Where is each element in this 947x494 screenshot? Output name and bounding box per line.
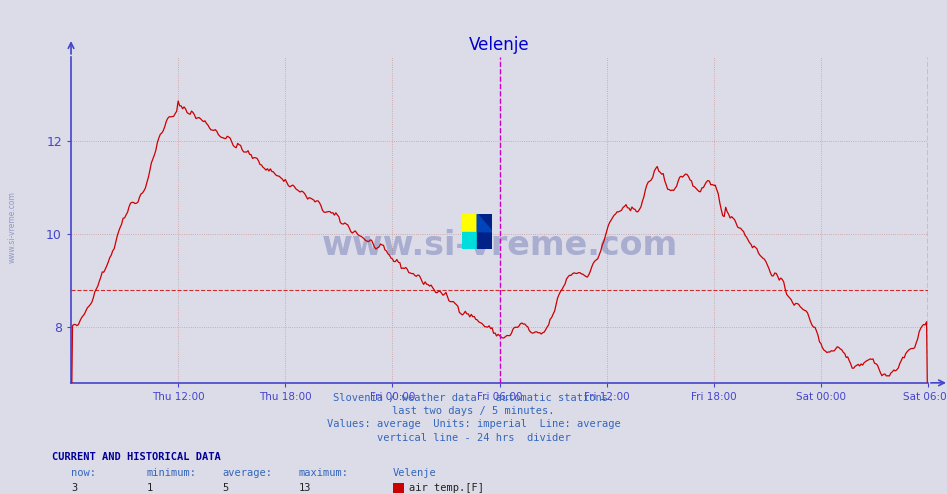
Text: 3: 3: [71, 483, 78, 493]
Polygon shape: [477, 214, 492, 232]
Polygon shape: [477, 214, 492, 249]
Title: Velenje: Velenje: [469, 36, 530, 54]
Text: 5: 5: [223, 483, 229, 493]
Text: CURRENT AND HISTORICAL DATA: CURRENT AND HISTORICAL DATA: [52, 453, 221, 462]
Text: www.si-vreme.com: www.si-vreme.com: [321, 229, 678, 262]
Text: vertical line - 24 hrs  divider: vertical line - 24 hrs divider: [377, 433, 570, 443]
Text: air temp.[F]: air temp.[F]: [409, 483, 484, 493]
Text: now:: now:: [71, 468, 96, 478]
Text: maximum:: maximum:: [298, 468, 348, 478]
Text: minimum:: minimum:: [147, 468, 197, 478]
Text: last two days / 5 minutes.: last two days / 5 minutes.: [392, 406, 555, 416]
Text: Slovenia / weather data - automatic stations.: Slovenia / weather data - automatic stat…: [333, 393, 614, 403]
Text: 13: 13: [298, 483, 311, 493]
Text: 1: 1: [147, 483, 153, 493]
Text: Velenje: Velenje: [393, 468, 437, 478]
Bar: [462, 214, 477, 232]
Text: www.si-vreme.com: www.si-vreme.com: [8, 191, 17, 263]
Text: Values: average  Units: imperial  Line: average: Values: average Units: imperial Line: av…: [327, 419, 620, 429]
Bar: [462, 232, 477, 249]
Text: average:: average:: [223, 468, 273, 478]
